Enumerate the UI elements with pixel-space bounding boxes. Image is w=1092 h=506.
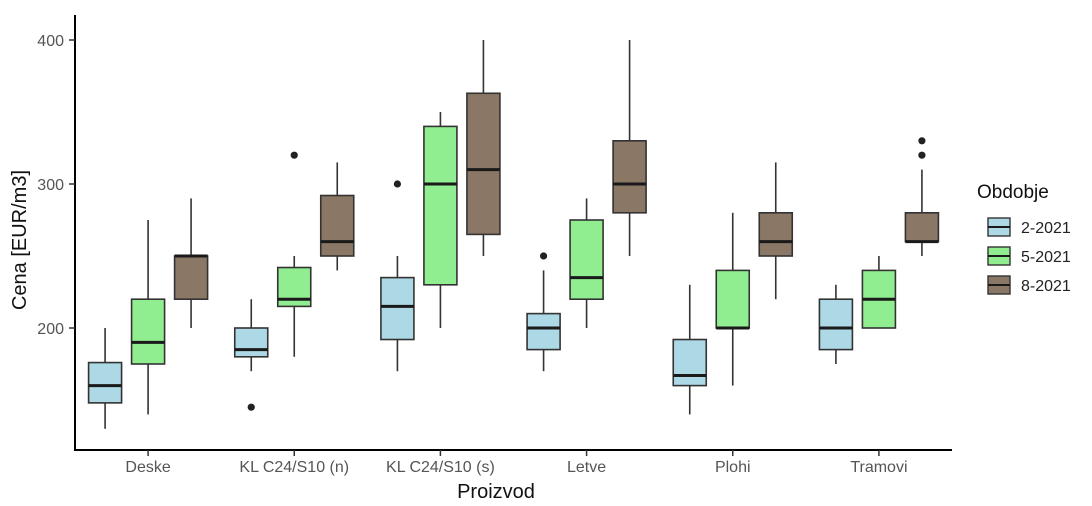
box-1-0 — [130, 298, 166, 365]
y-tick-label-400: 400 — [37, 33, 64, 50]
x-tick-label-4: Plohi — [715, 459, 751, 476]
outlier-point-0-1-0 — [247, 403, 255, 411]
box-1-2 — [423, 125, 458, 286]
box-0-2 — [380, 276, 415, 341]
box-2-5 — [904, 212, 940, 243]
box-0-4 — [672, 338, 708, 387]
outlier-point-0-2-0 — [393, 180, 402, 188]
x-axis-title: Proizvod — [457, 481, 535, 503]
box-0-1 — [233, 327, 269, 358]
x-axis-ticks: Deske KL C24/S10 (n) KL C24/S10 (s) Letve Pl… — [125, 450, 908, 476]
x-tick-label-5: Tramovi — [850, 459, 907, 476]
x-tick-label-1: KL C24/S10 (n) — [239, 459, 349, 476]
box-0-0 — [87, 361, 123, 404]
x-tick-label-3: Letve — [567, 459, 606, 476]
box-2-0 — [173, 255, 209, 301]
plot-area — [87, 40, 940, 429]
outlier-point-0-3-0 — [539, 252, 548, 260]
y-axis-title: Cena [EUR/m3] — [9, 170, 31, 310]
box-2-1 — [319, 194, 355, 257]
legend-label-0: 2-2021 — [1021, 220, 1071, 237]
outlier-point-1-1-0 — [290, 151, 298, 159]
box-1-4 — [715, 269, 751, 329]
y-tick-label-300: 300 — [37, 177, 64, 194]
outlier-point-2-5-0 — [918, 151, 926, 159]
box-2-2 — [466, 92, 501, 236]
box-0-3 — [526, 312, 561, 351]
legend-title: Obdobje — [977, 182, 1049, 203]
legend: Obdobje 2-2021 5-2021 8-2021 — [977, 182, 1071, 295]
y-axis-ticks: 200 300 400 — [37, 33, 75, 338]
legend-label-1: 5-2021 — [1021, 249, 1071, 266]
box-0-5 — [818, 298, 854, 351]
y-tick-label-200: 200 — [37, 321, 64, 338]
box-2-4 — [758, 212, 794, 257]
box-2-3 — [612, 140, 647, 214]
x-tick-label-2: KL C24/S10 (s) — [386, 459, 495, 476]
x-tick-label-0: Deske — [125, 459, 170, 476]
legend-label-2: 8-2021 — [1021, 278, 1071, 295]
outlier-point-2-5-1 — [918, 137, 926, 145]
box-1-3 — [569, 219, 604, 300]
